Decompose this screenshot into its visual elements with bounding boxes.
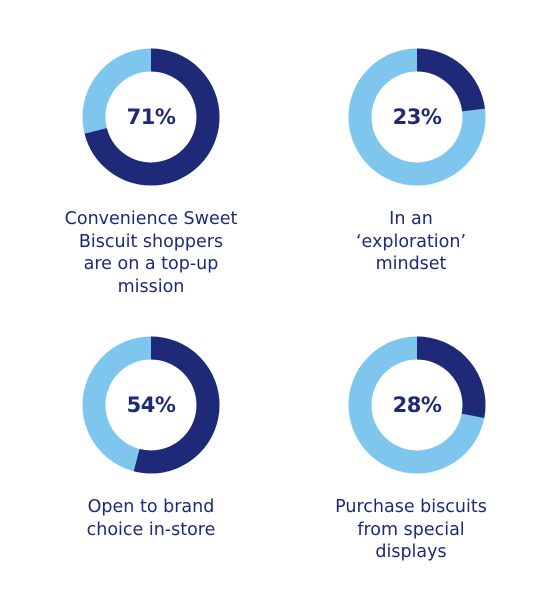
donut-chart-special-displays [348, 336, 486, 474]
caption-line: ‘exploration’ [355, 231, 467, 252]
caption-line: Convenience Sweet [64, 209, 238, 229]
stat-exploration-mindset: 23% In an ‘exploration’ mindset [270, 0, 540, 302]
caption-line: Open to brand [87, 497, 215, 517]
donut-value-label: 71% [126, 105, 176, 129]
donut-value-label: 54% [126, 393, 176, 417]
caption-line: from special [357, 519, 465, 540]
donut-chart-top-up-mission [82, 48, 220, 186]
stat-special-displays: 28% Purchase biscuits from special displ… [270, 288, 540, 590]
stat-caption: Purchase biscuits from special displays [280, 496, 540, 564]
stat-brand-choice: 54% Open to brand choice in-store [0, 288, 270, 590]
donut-value-segment [82, 336, 220, 474]
caption-line: mindset [375, 254, 447, 274]
caption-line: mission [117, 276, 185, 297]
caption-line: Biscuit shoppers [78, 231, 224, 252]
donut-value-segment [348, 336, 486, 474]
stat-caption: In an ‘exploration’ mindset [280, 208, 540, 276]
stat-caption: Convenience Sweet Biscuit shoppers are o… [20, 208, 282, 298]
donut-value-label: 23% [392, 105, 442, 129]
donut-value-segment [348, 48, 486, 186]
caption-line: are on a top-up [83, 254, 219, 274]
donut-value-label: 28% [392, 393, 442, 417]
caption-line: choice in-store [86, 519, 216, 540]
donut-value-segment [82, 48, 220, 186]
donut-chart-exploration-mindset [348, 48, 486, 186]
stat-top-up-mission: 71% Convenience Sweet Biscuit shoppers a… [0, 0, 270, 302]
stat-caption: Open to brand choice in-store [20, 496, 282, 541]
caption-line: In an [389, 209, 433, 229]
caption-line: Purchase biscuits [335, 497, 487, 517]
caption-line: displays [375, 542, 447, 562]
donut-chart-brand-choice [82, 336, 220, 474]
